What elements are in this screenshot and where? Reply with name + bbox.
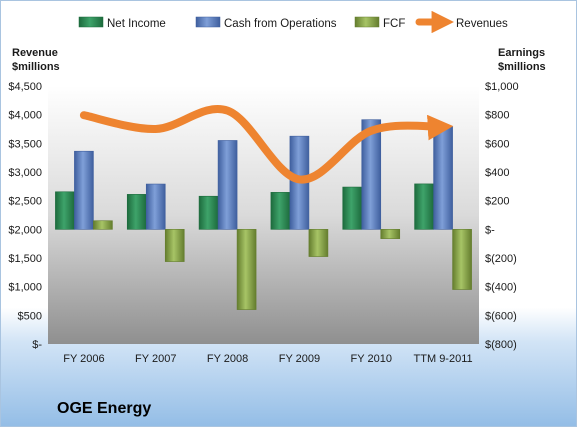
left-axis-title-line2: $millions [12, 61, 60, 73]
left-axis-tick-label: $3,500 [8, 138, 42, 150]
legend: Net Income Cash from Operations FCF Reve… [78, 10, 508, 34]
right-axis-tick-label: $400 [485, 167, 509, 179]
bar-net-income [342, 186, 363, 230]
right-axis-tick-label: $1,000 [485, 81, 519, 93]
right-axis-tick-label: $(800) [485, 339, 517, 351]
revenues-line-group [79, 105, 454, 184]
bar-cash-from-operations [433, 126, 453, 230]
x-axis-tick-label: TTM 9-2011 [414, 353, 473, 365]
bar-net-income [270, 192, 291, 230]
x-axis-labels: FY 2006 FY 2007 FY 2008 FY 2009 FY 2010 TTM 9… [63, 353, 472, 365]
right-axis-tick-label: $200 [485, 196, 509, 208]
x-axis-tick-label: FY 2006 [63, 353, 104, 365]
left-axis-tick-label: $500 [18, 310, 42, 322]
x-axis-tick-label: FY 2007 [135, 353, 176, 365]
right-axis-tick-label: $(200) [485, 253, 517, 265]
left-axis-tick-label: $3,000 [8, 167, 42, 179]
bar-net-income [198, 195, 219, 230]
right-axis-ticks: $(800) $(600) $(400) $(200) $- $200 $400 $600 $8… [485, 81, 519, 351]
legend-swatch-cash-from-operations [195, 16, 221, 28]
bar-cash-from-operations [74, 150, 94, 230]
bar-fcf [236, 229, 257, 310]
x-axis-tick-label: FY 2009 [279, 353, 320, 365]
legend-label-revenues: Revenues [456, 18, 508, 30]
legend-swatch-fcf [354, 16, 380, 28]
x-axis-tick-label: FY 2010 [351, 353, 392, 365]
bars-group [55, 119, 472, 310]
right-axis-title-line2: $millions [498, 61, 546, 73]
right-axis-title-line1: Earnings [498, 47, 545, 59]
legend-label-net-income: Net Income [107, 18, 166, 30]
left-axis-tick-label: $- [32, 339, 42, 351]
left-axis-tick-label: $2,500 [8, 196, 42, 208]
left-axis-tick-label: $1,500 [8, 253, 42, 265]
right-axis-tick-label: $600 [485, 138, 509, 150]
left-axis-tick-label: $1,000 [8, 282, 42, 294]
bar-fcf [93, 220, 113, 230]
x-axis-tick-label: FY 2008 [207, 353, 248, 365]
bar-fcf [164, 229, 185, 262]
right-axis-tick-label: $- [485, 224, 495, 236]
left-axis-ticks: $- $500 $1,000 $1,500 $2,000 $2,500 $3,000 $3,5… [8, 81, 42, 351]
legend-label-cash-from-operations: Cash from Operations [224, 18, 337, 30]
legend-label-fcf: FCF [383, 18, 405, 30]
bar-fcf [308, 229, 329, 257]
bar-net-income [126, 194, 147, 230]
bar-cash-from-operations [217, 140, 238, 230]
left-axis-tick-label: $4,500 [8, 81, 42, 93]
bar-fcf [452, 229, 472, 290]
bar-net-income [414, 183, 434, 230]
company-title: OGE Energy [57, 400, 151, 417]
left-axis-title-line1: Revenue [12, 47, 58, 59]
right-axis-tick-label: $(600) [485, 310, 517, 322]
legend-swatch-net-income [78, 16, 104, 28]
bar-cash-from-operations [145, 183, 166, 230]
revenues-line [79, 105, 454, 184]
right-axis-tick-label: $800 [485, 110, 509, 122]
bar-cash-from-operations [361, 119, 382, 230]
bar-fcf [380, 229, 401, 239]
bar-net-income [55, 191, 75, 230]
left-axis-tick-label: $2,000 [8, 224, 42, 236]
left-axis-tick-label: $4,000 [8, 110, 42, 122]
right-axis-tick-label: $(400) [485, 282, 517, 294]
